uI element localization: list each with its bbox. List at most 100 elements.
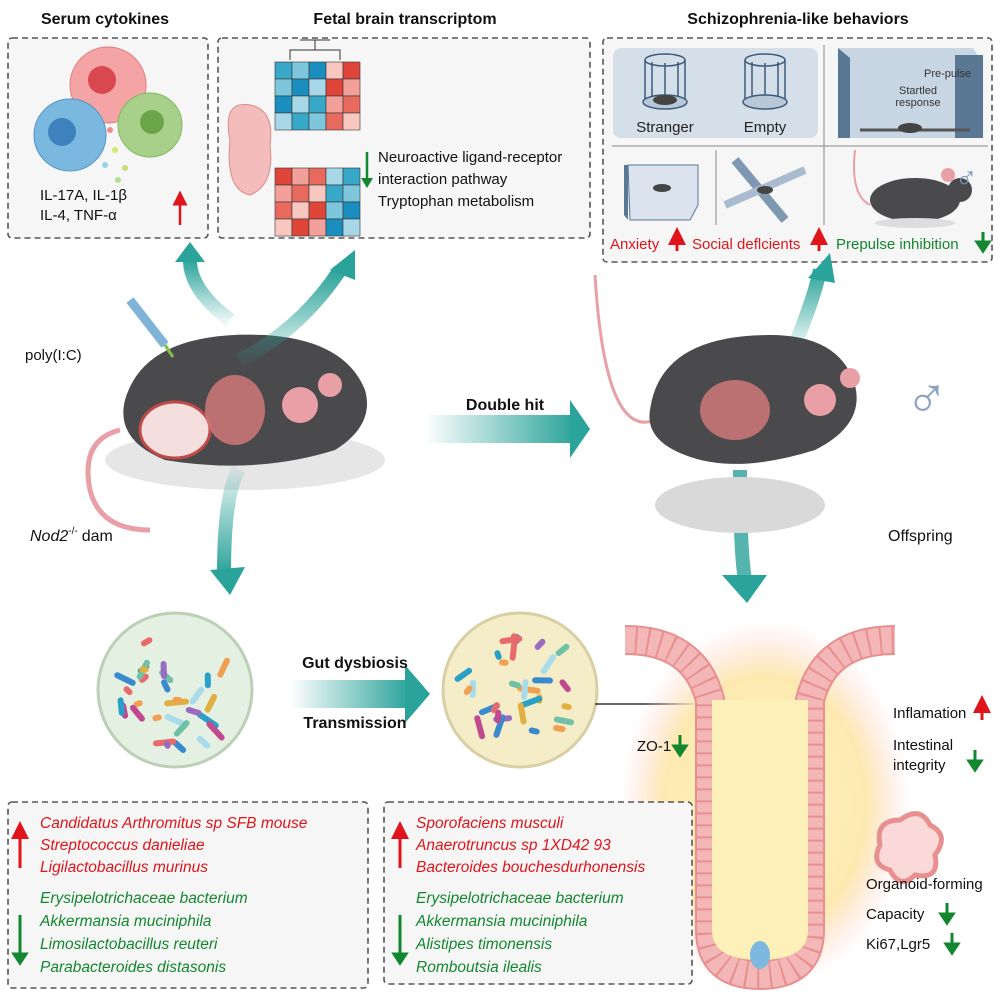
heatmap-cell	[342, 201, 361, 220]
decreased-microbe: Akkermansia muciniphila	[39, 913, 212, 930]
heatmap-cell	[274, 112, 293, 131]
bacterium	[518, 695, 543, 709]
serum-cytokines-title: Serum cytokines	[41, 11, 169, 28]
bacterium	[540, 654, 556, 675]
startled-label-2: response	[895, 97, 940, 109]
behaviors-title: Schizophrenia-like behaviors	[687, 11, 909, 28]
organoid-label: Organoid-forming	[866, 876, 983, 893]
elevated-plus-maze-illustration	[723, 157, 807, 223]
decreased-microbe: Limosilactobacillus reuteri	[40, 936, 218, 953]
bacterium	[117, 697, 125, 716]
bacterium	[494, 650, 502, 660]
bacterium	[499, 635, 523, 645]
dam-bacteria	[114, 637, 230, 753]
bacterium	[206, 721, 225, 741]
dam-down-arrow-icon	[11, 915, 29, 966]
bacterium	[152, 714, 162, 722]
bacterium	[521, 679, 529, 701]
heatmap-cell	[342, 95, 361, 114]
bacterium	[490, 702, 500, 714]
heatmap-cell	[291, 78, 310, 97]
decreased-microbe: Erysipelotrichaceae bacterium	[416, 890, 624, 907]
heatmap-cell	[274, 167, 293, 186]
decreased-microbe: Parabacteroides distasonis	[40, 959, 226, 976]
capacity-down-arrow-icon	[938, 903, 956, 926]
bacterium	[196, 735, 211, 749]
serum-cytokines-panel	[7, 37, 209, 239]
bacterium	[553, 725, 566, 733]
heatmap-cell	[308, 167, 327, 186]
increased-microbe: Candidatus Arthromitus sp SFB mouse	[40, 815, 308, 832]
cytokines-line1: IL-17A, IL-1β	[40, 187, 127, 204]
decreased-microbe: Alistipes timonensis	[415, 936, 552, 953]
heatmap-cell	[342, 112, 361, 131]
bacterium	[559, 679, 571, 693]
heatmap-cell	[325, 95, 344, 114]
bacterium	[161, 679, 171, 693]
heatmap-cell	[274, 61, 293, 80]
increased-microbe: Sporofaciens musculi	[416, 815, 564, 832]
bacterium	[454, 667, 473, 682]
bacterium	[463, 685, 473, 696]
markers-down-arrow-icon	[943, 933, 961, 956]
bacterium	[123, 686, 133, 696]
heatmap-cell	[291, 95, 310, 114]
heatmap-cell	[325, 112, 344, 131]
double-hit-label: Double hit	[466, 397, 545, 414]
genotype: -/-	[68, 526, 77, 537]
increased-microbe: Bacteroides bouchesdurhonensis	[416, 859, 645, 876]
capacity-label: Capacity	[866, 906, 925, 923]
bacterium	[185, 707, 202, 716]
bacterium	[561, 703, 572, 711]
heatmap-cell	[342, 78, 361, 97]
male-symbol-icon: ♂	[905, 366, 949, 431]
bacterium	[534, 638, 546, 650]
bacterium	[139, 666, 149, 673]
dam-text: dam	[82, 528, 113, 545]
heatmap-cell	[342, 61, 361, 80]
startled-label-1: Startled	[899, 85, 937, 97]
offspring-bacteria	[454, 633, 575, 740]
bacterium	[508, 680, 521, 689]
bacterium	[129, 704, 145, 722]
transmission-label: Transmission	[303, 715, 406, 732]
markers-label: Ki67,Lgr5	[866, 936, 930, 953]
heatmap-cell	[291, 184, 310, 203]
heatmap-cell	[291, 167, 310, 186]
heatmap-cell	[308, 61, 327, 80]
bacterium	[474, 715, 486, 740]
heatmap-cell	[274, 201, 293, 220]
heatmap-illustration	[227, 39, 361, 237]
bacterium	[141, 637, 153, 647]
offspring-microbes-panel	[383, 801, 693, 985]
heatmap-cell	[308, 112, 327, 131]
heatmap-cell	[291, 112, 310, 131]
fetal-brain-title: Fetal brain transcriptom	[313, 11, 496, 28]
bacterium	[493, 714, 506, 738]
bacterium	[553, 716, 575, 726]
heatmap-cell	[325, 78, 344, 97]
bacterium	[517, 702, 527, 725]
bacterium	[172, 696, 183, 704]
dam-label: Nod2-/- dam	[30, 526, 113, 545]
heatmap-cell	[274, 184, 293, 203]
bacterium	[139, 673, 149, 683]
bacterium	[189, 686, 205, 705]
bacterium	[469, 679, 477, 698]
dam-mouse-illustration	[85, 297, 385, 533]
heatmap-cell	[342, 218, 361, 237]
heatmap-cell	[274, 218, 293, 237]
pathway-line1: Neuroactive ligand-receptor	[378, 149, 562, 166]
pathway-line2: interaction pathway	[378, 171, 508, 188]
mouse-tremor-illustration	[853, 149, 972, 228]
heatmap-cell	[291, 201, 310, 220]
social-deficients-label: Social deflcients	[692, 236, 800, 253]
offspring-down-arrow-icon	[391, 915, 409, 966]
bacterium	[204, 693, 218, 713]
cytokines-line2: IL-4, TNF-α	[40, 207, 117, 224]
bacterium	[528, 727, 540, 735]
bacterium	[532, 677, 553, 684]
offspring-label: Offspring	[888, 528, 953, 545]
male-symbol-small-icon: ♂	[955, 162, 978, 195]
